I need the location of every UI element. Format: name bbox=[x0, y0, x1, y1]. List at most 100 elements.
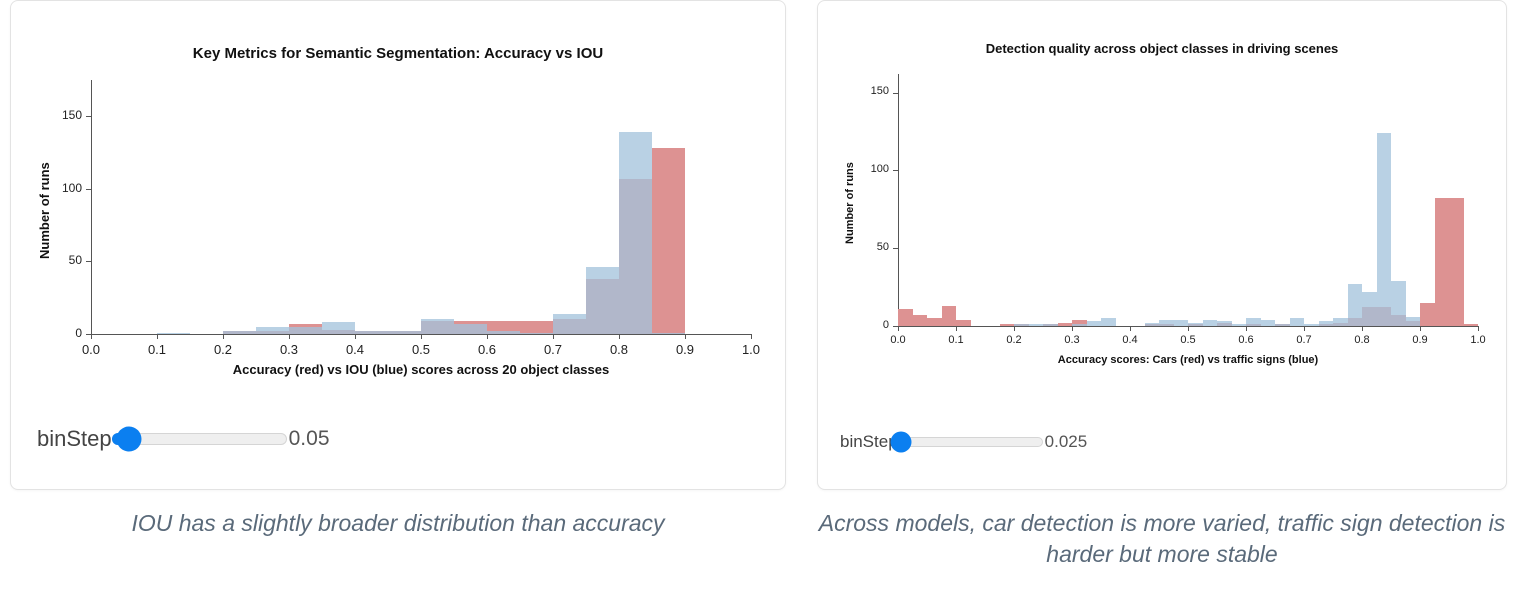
x-axis-label: Accuracy (red) vs IOU (blue) scores acro… bbox=[232, 362, 610, 377]
histogram-bar bbox=[1260, 319, 1275, 326]
y-tick bbox=[86, 334, 91, 335]
histogram-bar bbox=[941, 305, 956, 326]
y-tick bbox=[893, 92, 898, 94]
x-tick bbox=[289, 334, 290, 339]
histogram-bar bbox=[586, 267, 619, 334]
histogram-bar bbox=[1057, 322, 1072, 326]
x-tick bbox=[898, 326, 899, 331]
histogram-bar bbox=[487, 320, 520, 334]
histogram-bar bbox=[1304, 324, 1319, 326]
x-tick bbox=[1188, 326, 1189, 331]
chart-card-right: Detection quality across object classes … bbox=[817, 0, 1507, 490]
x-tick-label: 0.4 bbox=[1122, 334, 1138, 346]
y-tick bbox=[893, 326, 898, 327]
histogram-bar bbox=[553, 313, 586, 334]
histogram-bar bbox=[1289, 318, 1304, 326]
y-tick-label: 150 bbox=[870, 85, 889, 98]
y-tick bbox=[86, 261, 91, 263]
x-tick bbox=[1014, 326, 1015, 331]
histogram-bar bbox=[1333, 318, 1348, 326]
bin-step-slider-left[interactable] bbox=[111, 426, 287, 452]
histogram-bar bbox=[1362, 291, 1377, 326]
histogram-bar bbox=[1376, 133, 1391, 326]
histogram-bar bbox=[1449, 198, 1464, 326]
x-tick bbox=[421, 334, 422, 339]
x-tick bbox=[487, 334, 488, 339]
x-tick bbox=[223, 334, 224, 339]
y-tick bbox=[86, 116, 91, 118]
x-tick-label: 0.9 bbox=[675, 342, 695, 357]
histogram-bar bbox=[355, 331, 388, 334]
bin-step-slider-row-left[interactable]: binStep 0.05 bbox=[37, 426, 330, 452]
x-tick bbox=[1362, 326, 1363, 331]
y-axis-label-left: Number of runs bbox=[37, 162, 52, 259]
x-tick bbox=[157, 334, 158, 339]
x-tick-label: 0.2 bbox=[213, 342, 233, 357]
histogram-bar bbox=[1086, 321, 1101, 326]
histogram-bar bbox=[1173, 319, 1188, 326]
x-tick-label: 0.2 bbox=[1006, 334, 1022, 346]
histogram-bar bbox=[1072, 324, 1087, 326]
histogram-bar bbox=[1014, 324, 1029, 326]
histogram-bar bbox=[1202, 319, 1217, 326]
x-tick bbox=[91, 334, 92, 339]
slider-thumb-right[interactable] bbox=[890, 431, 912, 453]
slider-track-right[interactable] bbox=[897, 437, 1043, 447]
histogram-bar bbox=[322, 322, 355, 334]
x-tick bbox=[685, 334, 686, 339]
x-tick-label: 0.3 bbox=[1064, 334, 1080, 346]
x-tick bbox=[1420, 326, 1421, 331]
y-tick bbox=[893, 248, 898, 250]
bin-step-value-right: 0.025 bbox=[1044, 432, 1088, 451]
histogram-bar bbox=[1188, 322, 1203, 326]
caption-right: Across models, car detection is more var… bbox=[818, 510, 1506, 568]
caption-left: IOU has a slightly broader distribution … bbox=[131, 510, 665, 536]
y-axis-label-right: Number of runs bbox=[844, 162, 856, 244]
chart-title-right: Detection quality across object classes … bbox=[985, 41, 1339, 56]
x-tick bbox=[1304, 326, 1305, 331]
histogram-bar bbox=[1405, 316, 1420, 326]
histogram-bar bbox=[912, 315, 927, 326]
histogram-bar bbox=[1072, 319, 1087, 326]
histogram-bar bbox=[1043, 324, 1058, 326]
histogram-bar bbox=[289, 326, 322, 334]
histogram-bar bbox=[256, 326, 289, 334]
histogram-bar bbox=[652, 332, 685, 334]
histogram-bar bbox=[520, 320, 553, 334]
histogram-bar bbox=[454, 323, 487, 334]
histogram-bar bbox=[1347, 284, 1362, 326]
x-tick-label: 0.6 bbox=[477, 342, 497, 357]
chart-card-left: Key Metrics for Semantic Segmentation: A… bbox=[10, 0, 786, 490]
x-tick-label: 0.3 bbox=[279, 342, 299, 357]
x-tick-label: 0.5 bbox=[411, 342, 431, 357]
x-tick-label: 0.6 bbox=[1238, 334, 1254, 346]
bin-step-slider-right[interactable] bbox=[890, 431, 1043, 453]
histogram-bar bbox=[1420, 302, 1435, 326]
x-tick bbox=[956, 326, 957, 331]
x-tick bbox=[619, 334, 620, 339]
slider-thumb-left[interactable] bbox=[116, 426, 142, 452]
histogram-bar bbox=[1144, 322, 1159, 326]
y-tick bbox=[86, 188, 91, 190]
bin-step-label-left: binStep bbox=[37, 426, 112, 451]
y-axis-spine bbox=[91, 80, 92, 334]
histogram-bar bbox=[1318, 321, 1333, 326]
x-tick bbox=[1246, 326, 1247, 331]
x-tick-label: 0.8 bbox=[1354, 334, 1370, 346]
panel-left: Key Metrics for Semantic Segmentation: A… bbox=[10, 0, 786, 536]
histogram-bar bbox=[1159, 319, 1174, 326]
y-tick-label: 0 bbox=[882, 318, 889, 331]
x-tick bbox=[553, 334, 554, 339]
x-tick-label: 0.4 bbox=[345, 342, 365, 357]
x-tick-label: 0.7 bbox=[543, 342, 563, 357]
bin-step-label-right: binStep bbox=[840, 432, 898, 451]
x-tick-label: 0.0 bbox=[81, 342, 101, 357]
bin-step-slider-row-right[interactable]: binStep 0.025 bbox=[840, 431, 1087, 453]
x-tick-label: 0.5 bbox=[1180, 334, 1196, 346]
y-tick bbox=[893, 170, 898, 172]
histogram-bar bbox=[619, 132, 652, 334]
x-tick-label: 0.9 bbox=[1412, 334, 1428, 346]
x-axis-label: Accuracy scores: Cars (red) vs traffic s… bbox=[1057, 354, 1319, 366]
histogram-bar bbox=[927, 318, 942, 326]
